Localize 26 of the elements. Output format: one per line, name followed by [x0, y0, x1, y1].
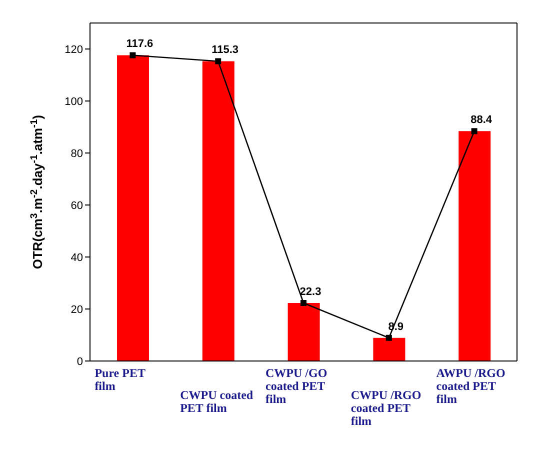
y-tick-label: 20	[70, 304, 83, 316]
data-label: 115.3	[212, 44, 239, 56]
bar	[458, 131, 491, 361]
data-label: 22.3	[300, 286, 322, 298]
y-tick-label: 40	[70, 252, 83, 264]
y-tick-label: 100	[64, 96, 83, 108]
bar	[288, 303, 320, 361]
point	[300, 300, 306, 306]
point	[471, 128, 478, 134]
x-tick-label: CWPU /RGO coated PET film	[350, 388, 422, 428]
x-tick-label: Pure PET film	[94, 366, 146, 393]
bar	[202, 61, 234, 361]
x-tick-label: CWPU coated PET film	[180, 388, 254, 415]
data-label: 88.4	[470, 114, 493, 126]
point	[386, 334, 392, 341]
x-tick-label: AWPU /RGO coated PET film	[436, 366, 506, 406]
y-tick-label: 120	[64, 44, 83, 56]
bar	[373, 338, 406, 361]
y-tick-label: 0	[76, 356, 83, 368]
y-tick-label: 60	[70, 200, 83, 212]
point	[130, 52, 136, 58]
y-tick-label: 80	[70, 148, 83, 160]
point	[215, 58, 222, 64]
x-tick-label: CWPU /GO coated PET film	[266, 366, 328, 406]
data-label: 117.6	[126, 38, 154, 50]
bar	[117, 55, 149, 361]
